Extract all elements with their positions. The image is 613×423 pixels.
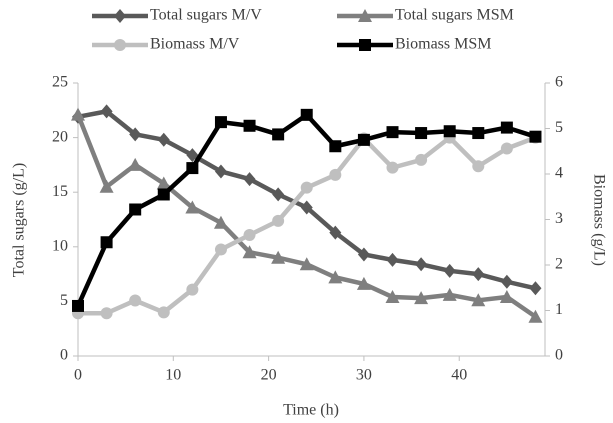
marker	[386, 252, 399, 267]
marker	[272, 214, 285, 227]
marker	[299, 257, 314, 271]
marker	[186, 148, 199, 163]
marker	[157, 306, 170, 319]
marker	[500, 142, 513, 155]
marker	[186, 283, 199, 296]
marker	[114, 9, 126, 23]
marker	[242, 245, 257, 259]
marker	[357, 133, 370, 146]
marker	[472, 267, 485, 282]
marker	[359, 39, 371, 51]
x-axis-title: Time (h)	[283, 402, 339, 419]
marker	[329, 225, 342, 240]
y-tick-label: 25	[52, 74, 68, 91]
marker	[185, 200, 200, 214]
y2-axis-title: Biomass (g/L)	[590, 174, 607, 266]
marker	[500, 121, 513, 134]
y-tick-label: 15	[52, 183, 68, 200]
marker	[415, 153, 428, 166]
marker	[129, 127, 142, 142]
y2-tick-label: 0	[555, 347, 563, 364]
marker	[243, 172, 256, 187]
legend-label: Biomass MSM	[395, 36, 491, 53]
y2-tick-label: 6	[555, 74, 563, 91]
y2-tick-label: 2	[555, 256, 563, 273]
marker	[385, 290, 400, 304]
marker	[415, 257, 428, 272]
marker	[329, 168, 342, 181]
legend-label: Biomass M/V	[150, 36, 240, 53]
marker	[129, 294, 142, 307]
marker	[99, 179, 114, 193]
marker	[499, 290, 514, 304]
marker	[414, 291, 429, 305]
marker	[328, 270, 343, 284]
marker	[358, 9, 372, 22]
marker	[100, 307, 113, 320]
marker	[386, 126, 399, 139]
legend-label: Total sugars M/V	[150, 7, 262, 24]
y2-tick-label: 1	[555, 301, 563, 318]
marker	[300, 108, 313, 121]
y2-tick-label: 5	[555, 119, 563, 136]
marker	[356, 276, 371, 290]
series-line	[75, 113, 537, 319]
x-tick-label: 30	[356, 367, 372, 384]
marker	[443, 125, 456, 138]
x-tick-label: 40	[451, 367, 467, 384]
marker	[472, 160, 485, 173]
y-tick-label: 5	[60, 292, 68, 309]
marker	[529, 130, 542, 143]
marker	[442, 287, 457, 301]
marker	[471, 293, 486, 307]
marker	[386, 161, 399, 174]
y-tick-label: 20	[52, 128, 68, 145]
marker	[243, 228, 256, 241]
marker	[157, 188, 170, 201]
marker	[243, 119, 256, 132]
marker	[214, 243, 227, 256]
marker	[415, 127, 428, 140]
marker	[129, 203, 142, 216]
y-tick-label: 10	[52, 237, 68, 254]
marker	[214, 116, 227, 129]
series-line	[78, 135, 537, 316]
marker	[443, 263, 456, 278]
marker	[528, 309, 543, 323]
y-axis-title: Total sugars (g/L)	[11, 163, 28, 277]
x-tick-label: 20	[261, 367, 277, 384]
marker	[272, 128, 285, 141]
marker	[72, 299, 84, 312]
marker	[272, 187, 285, 202]
marker	[500, 274, 513, 289]
marker	[100, 236, 113, 249]
marker	[100, 104, 113, 119]
marker	[156, 176, 171, 190]
y2-tick-label: 4	[555, 165, 563, 182]
marker	[271, 250, 286, 264]
marker	[213, 215, 228, 229]
marker	[114, 39, 126, 51]
marker	[529, 281, 542, 296]
marker	[329, 140, 342, 153]
marker	[128, 157, 143, 171]
legend: Total sugars M/V Total sugars MSM Biomass …	[92, 7, 514, 53]
marker	[214, 164, 227, 179]
marker	[472, 127, 485, 140]
y2-tick-label: 3	[555, 210, 563, 227]
y-tick-label: 0	[60, 347, 68, 364]
marker	[157, 132, 170, 147]
marker	[300, 200, 313, 215]
x-tick-label: 10	[165, 367, 181, 384]
marker	[71, 107, 85, 121]
x-tick-label: 0	[74, 367, 82, 384]
marker	[300, 181, 313, 194]
marker	[357, 247, 370, 262]
legend-label: Total sugars MSM	[395, 7, 514, 24]
marker	[186, 162, 199, 175]
